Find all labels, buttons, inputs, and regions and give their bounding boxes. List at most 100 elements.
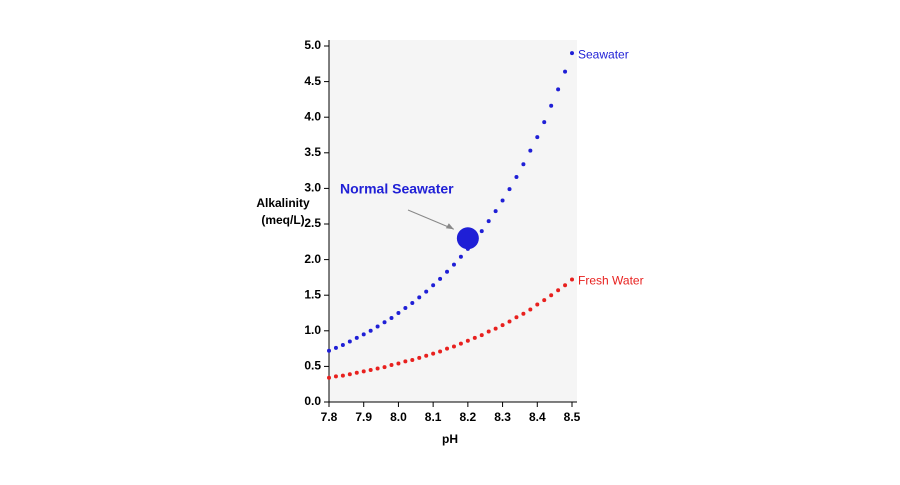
data-point bbox=[340, 343, 345, 348]
x-tick-label: 8.1 bbox=[425, 410, 442, 424]
data-point bbox=[528, 148, 533, 153]
data-point bbox=[368, 367, 373, 372]
data-point bbox=[445, 346, 450, 351]
data-point bbox=[340, 373, 345, 378]
data-point bbox=[424, 353, 429, 358]
highlight-point bbox=[456, 227, 479, 250]
data-point bbox=[424, 289, 429, 294]
data-point bbox=[375, 366, 380, 371]
data-point bbox=[438, 276, 443, 281]
y-axis-label: (meq/L) bbox=[261, 213, 304, 227]
y-tick-label: 4.0 bbox=[304, 109, 321, 123]
data-point bbox=[445, 269, 450, 274]
data-point bbox=[333, 345, 338, 350]
data-point bbox=[458, 254, 463, 259]
y-tick-label: 1.0 bbox=[304, 323, 321, 337]
arrow-head bbox=[445, 223, 454, 230]
data-point bbox=[368, 328, 373, 333]
x-axis-label: pH bbox=[442, 432, 458, 446]
data-point bbox=[361, 332, 366, 337]
data-point bbox=[486, 329, 491, 334]
y-tick-label: 0.5 bbox=[304, 359, 321, 373]
data-point bbox=[549, 103, 554, 108]
data-point bbox=[327, 348, 331, 353]
data-point bbox=[431, 283, 436, 288]
data-point bbox=[570, 51, 574, 56]
data-point bbox=[375, 324, 380, 329]
data-point bbox=[507, 187, 512, 192]
data-point bbox=[479, 229, 484, 234]
y-tick-label: 4.5 bbox=[304, 74, 321, 88]
data-point bbox=[347, 339, 352, 344]
data-point bbox=[410, 357, 415, 362]
data-point bbox=[563, 69, 568, 74]
x-tick-label: 8.2 bbox=[460, 410, 477, 424]
annotation-arrow bbox=[407, 209, 455, 230]
data-point bbox=[570, 277, 574, 282]
data-point bbox=[535, 302, 540, 307]
data-point bbox=[521, 311, 526, 316]
data-point bbox=[347, 372, 352, 377]
data-point bbox=[451, 344, 456, 349]
y-axis-label: Alkalinity bbox=[256, 196, 310, 210]
data-point bbox=[389, 315, 394, 320]
y-tick-label: 1.5 bbox=[304, 287, 321, 301]
data-point bbox=[410, 301, 415, 306]
data-point bbox=[493, 209, 498, 214]
data-point bbox=[479, 333, 484, 338]
data-point bbox=[403, 306, 408, 311]
y-tick-label: 5.0 bbox=[304, 38, 321, 52]
x-tick-label: 8.4 bbox=[529, 410, 546, 424]
data-point bbox=[542, 120, 547, 125]
data-point bbox=[500, 198, 505, 203]
data-point bbox=[403, 359, 408, 364]
data-point bbox=[465, 338, 470, 343]
data-point bbox=[556, 288, 561, 293]
data-point bbox=[507, 319, 512, 324]
x-tick-label: 8.5 bbox=[564, 410, 581, 424]
data-point bbox=[472, 335, 477, 340]
data-point bbox=[549, 293, 554, 298]
data-point bbox=[438, 349, 443, 354]
y-tick-label: 2.5 bbox=[304, 216, 321, 230]
data-point bbox=[563, 283, 568, 288]
y-tick-label: 3.5 bbox=[304, 145, 321, 159]
data-point bbox=[431, 351, 436, 356]
data-point bbox=[556, 87, 561, 92]
data-point bbox=[417, 295, 422, 300]
data-point bbox=[500, 323, 505, 328]
data-point bbox=[535, 135, 540, 140]
data-point bbox=[528, 307, 533, 312]
series-label: Fresh Water bbox=[578, 274, 644, 288]
x-tick-label: 8.3 bbox=[494, 410, 511, 424]
series-label: Seawater bbox=[578, 47, 629, 61]
data-point bbox=[486, 219, 491, 224]
x-tick-label: 7.9 bbox=[355, 410, 372, 424]
data-point bbox=[396, 311, 401, 315]
data-point bbox=[327, 375, 331, 380]
annotation: Normal Seawater bbox=[340, 181, 454, 197]
data-point bbox=[354, 335, 359, 340]
data-point bbox=[361, 369, 366, 374]
y-tick-label: 0.0 bbox=[304, 394, 321, 408]
data-point bbox=[382, 320, 387, 325]
data-point bbox=[514, 175, 519, 180]
data-point bbox=[333, 374, 338, 379]
data-point bbox=[389, 362, 394, 367]
data-point bbox=[514, 315, 519, 320]
x-tick-label: 7.8 bbox=[321, 410, 338, 424]
plot-background bbox=[329, 40, 577, 402]
y-tick-label: 2.0 bbox=[304, 252, 321, 266]
data-point bbox=[354, 370, 359, 375]
data-point bbox=[396, 361, 401, 366]
data-point bbox=[417, 355, 422, 360]
data-point bbox=[521, 162, 526, 167]
data-point bbox=[458, 341, 463, 346]
y-tick-label: 3.0 bbox=[304, 181, 321, 195]
data-point bbox=[542, 298, 547, 303]
data-point bbox=[382, 365, 387, 370]
x-tick-label: 8.0 bbox=[390, 410, 407, 424]
data-point bbox=[493, 326, 498, 331]
data-point bbox=[451, 262, 456, 267]
